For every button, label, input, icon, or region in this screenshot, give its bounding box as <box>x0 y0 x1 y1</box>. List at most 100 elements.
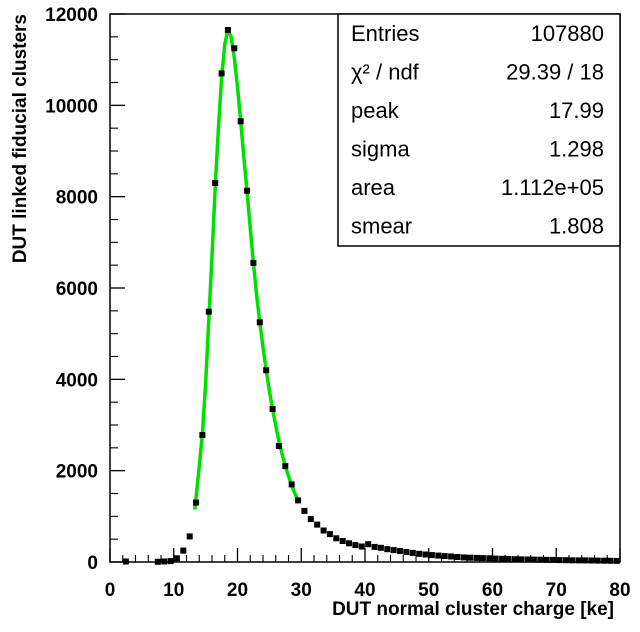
data-point <box>161 558 168 565</box>
data-point <box>326 531 333 538</box>
data-point <box>333 535 340 542</box>
data-point <box>173 555 180 562</box>
x-tick-label: 40 <box>354 580 375 601</box>
data-point <box>339 538 346 544</box>
data-point <box>244 187 251 194</box>
data-point <box>256 319 263 326</box>
stats-label: smear <box>351 214 412 239</box>
data-point <box>530 556 537 563</box>
x-tick-label: 20 <box>227 580 248 601</box>
data-point <box>479 555 486 562</box>
data-point <box>613 557 620 564</box>
data-point <box>505 556 512 562</box>
data-point <box>186 533 193 540</box>
data-point <box>569 557 576 564</box>
stats-label: area <box>351 175 396 200</box>
data-point <box>473 554 480 561</box>
x-tick-label: 30 <box>291 580 312 601</box>
data-point <box>409 549 416 556</box>
data-point <box>492 555 499 562</box>
data-points-group <box>122 27 620 565</box>
data-point <box>352 542 359 549</box>
data-point <box>524 556 531 563</box>
stats-value: 1.298 <box>549 137 604 162</box>
data-point <box>499 555 506 562</box>
data-point <box>581 557 588 564</box>
stats-box-frame <box>337 13 621 247</box>
data-point <box>454 554 461 560</box>
data-point <box>320 527 327 534</box>
data-point <box>224 27 231 33</box>
data-point <box>167 558 174 565</box>
y-axis-title: DUT linked fiducial clusters <box>10 14 31 263</box>
data-point <box>556 557 563 564</box>
data-point <box>250 259 257 266</box>
data-point <box>422 551 429 558</box>
x-tick-label: 10 <box>163 580 184 601</box>
data-point <box>460 554 467 561</box>
data-point <box>288 481 295 488</box>
x-tick-label: 70 <box>546 580 567 601</box>
data-point <box>180 547 187 554</box>
axes: 0 10 20 30 40 50 60 70 80 0 2000 4000 6000 8000 10000 1… <box>45 5 630 601</box>
data-point <box>441 553 448 560</box>
y-tick-label: 4000 <box>56 370 98 391</box>
data-point <box>486 555 493 562</box>
data-point <box>377 544 384 551</box>
x-axis-title: DUT normal cluster charge [ke] <box>332 599 614 620</box>
data-point <box>371 543 378 550</box>
y-tick-label: 2000 <box>56 462 98 483</box>
stats-label: peak <box>351 98 400 123</box>
x-tick-label: 50 <box>418 580 439 601</box>
data-point <box>448 553 455 560</box>
data-point <box>518 556 525 563</box>
data-point <box>588 557 595 564</box>
data-point <box>237 118 244 125</box>
data-point <box>307 516 314 523</box>
stats-box: Entries 107880 χ² / ndf 29.39 / 18 peak 17.99… <box>337 13 621 247</box>
stats-label: Entries <box>351 21 419 46</box>
stats-value: 107880 <box>531 21 604 46</box>
data-point <box>543 556 550 563</box>
data-point <box>575 557 582 564</box>
data-point <box>212 180 219 186</box>
data-point <box>601 557 608 564</box>
data-point <box>301 507 308 514</box>
y-tick-label: 12000 <box>45 5 98 26</box>
x-tick-label: 60 <box>482 580 503 601</box>
data-point <box>403 549 410 555</box>
data-point <box>358 543 365 550</box>
data-point <box>390 547 397 554</box>
data-point <box>282 463 289 470</box>
data-point <box>231 45 238 52</box>
data-point <box>397 548 404 554</box>
data-point <box>263 367 270 374</box>
data-point <box>275 443 282 449</box>
y-tick-label: 10000 <box>45 96 98 117</box>
y-tick-label: 6000 <box>56 279 98 300</box>
data-point <box>594 557 601 564</box>
stats-value: 1.112e+05 <box>501 175 604 200</box>
data-point <box>511 556 518 563</box>
y-tick-label: 8000 <box>56 188 98 209</box>
data-point <box>295 497 302 504</box>
data-point <box>122 558 129 565</box>
data-point <box>562 557 569 564</box>
data-point <box>205 308 212 315</box>
data-point <box>314 521 321 528</box>
y-tick-label: 0 <box>87 553 98 574</box>
stats-label: sigma <box>351 137 410 162</box>
fit-curve-group <box>193 28 300 510</box>
data-point <box>154 558 161 565</box>
data-point <box>435 552 442 559</box>
data-point <box>365 541 372 548</box>
data-point <box>346 540 353 547</box>
data-point <box>199 432 206 438</box>
data-point <box>428 552 435 559</box>
data-point <box>269 406 276 412</box>
fit-curve <box>193 28 300 510</box>
stats-label: χ² / ndf <box>351 60 420 85</box>
x-tick-label: 0 <box>105 580 116 601</box>
data-point <box>550 556 557 563</box>
